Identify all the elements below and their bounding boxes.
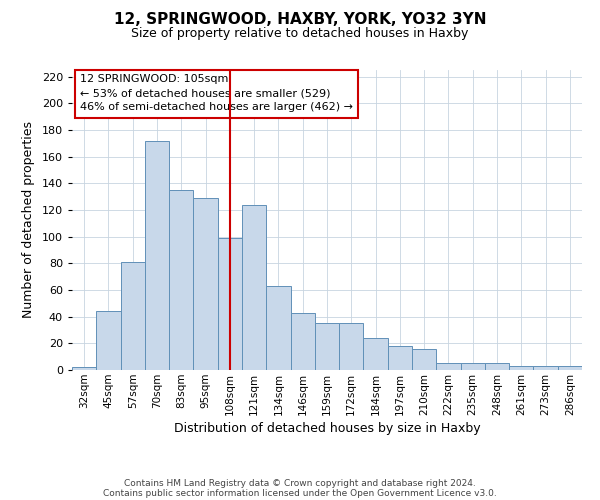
Bar xyxy=(485,364,509,370)
Bar xyxy=(193,198,218,370)
Bar xyxy=(145,140,169,370)
Bar xyxy=(169,190,193,370)
X-axis label: Distribution of detached houses by size in Haxby: Distribution of detached houses by size … xyxy=(173,422,481,435)
Y-axis label: Number of detached properties: Number of detached properties xyxy=(22,122,35,318)
Bar xyxy=(509,366,533,370)
Bar xyxy=(218,238,242,370)
Bar xyxy=(96,312,121,370)
Text: 12, SPRINGWOOD, HAXBY, YORK, YO32 3YN: 12, SPRINGWOOD, HAXBY, YORK, YO32 3YN xyxy=(114,12,486,28)
Bar xyxy=(412,348,436,370)
Text: 12 SPRINGWOOD: 105sqm
← 53% of detached houses are smaller (529)
46% of semi-det: 12 SPRINGWOOD: 105sqm ← 53% of detached … xyxy=(80,74,353,112)
Bar xyxy=(533,366,558,370)
Bar xyxy=(121,262,145,370)
Bar xyxy=(461,364,485,370)
Bar xyxy=(388,346,412,370)
Bar xyxy=(266,286,290,370)
Bar xyxy=(315,324,339,370)
Text: Contains public sector information licensed under the Open Government Licence v3: Contains public sector information licen… xyxy=(103,488,497,498)
Bar xyxy=(290,312,315,370)
Bar xyxy=(364,338,388,370)
Text: Contains HM Land Registry data © Crown copyright and database right 2024.: Contains HM Land Registry data © Crown c… xyxy=(124,478,476,488)
Bar xyxy=(72,368,96,370)
Bar xyxy=(339,324,364,370)
Bar xyxy=(242,204,266,370)
Bar xyxy=(436,364,461,370)
Bar xyxy=(558,366,582,370)
Text: Size of property relative to detached houses in Haxby: Size of property relative to detached ho… xyxy=(131,28,469,40)
